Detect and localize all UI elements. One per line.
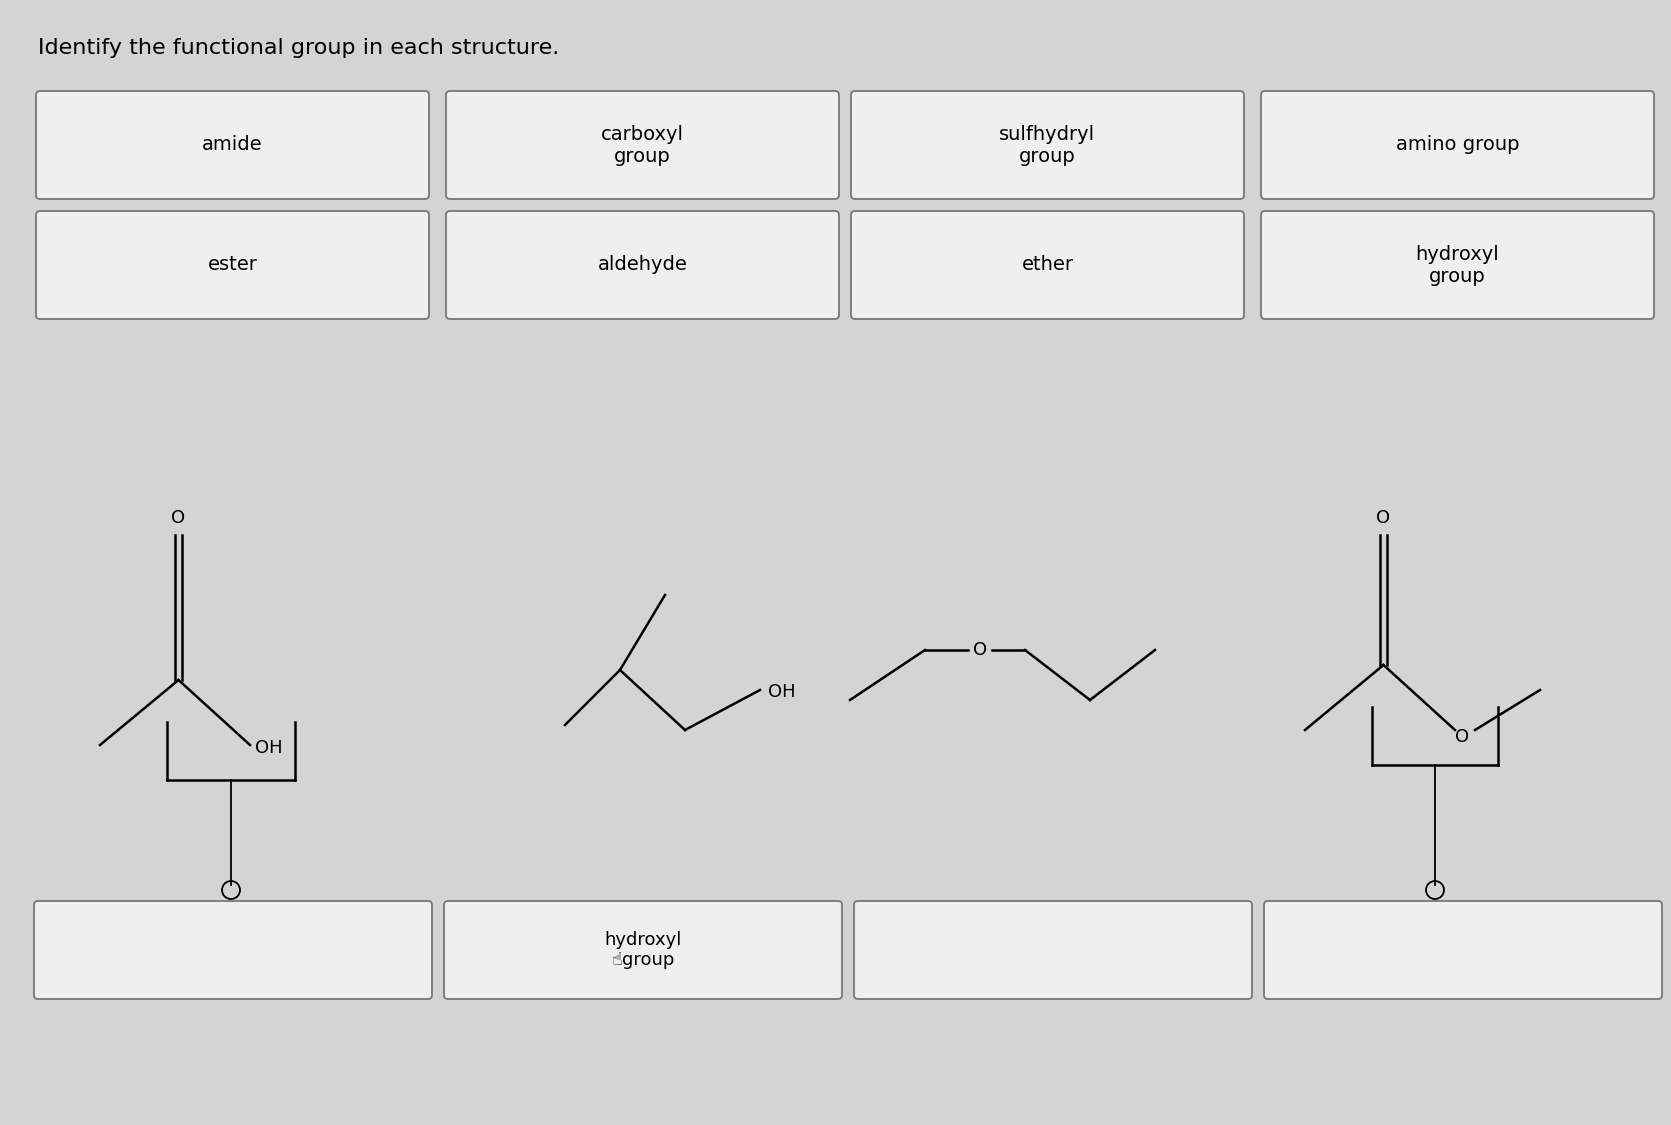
Text: O: O	[973, 641, 988, 659]
Text: OH: OH	[256, 739, 282, 757]
Text: O: O	[1455, 728, 1469, 746]
Text: amide: amide	[202, 135, 262, 154]
FancyBboxPatch shape	[854, 901, 1252, 999]
Text: ester: ester	[207, 255, 257, 274]
FancyBboxPatch shape	[444, 901, 842, 999]
Text: OH: OH	[769, 683, 795, 701]
Text: carboxyl
group: carboxyl group	[602, 125, 683, 165]
FancyBboxPatch shape	[851, 212, 1243, 320]
Text: sulfhydryl
group: sulfhydryl group	[999, 125, 1096, 165]
FancyBboxPatch shape	[37, 212, 429, 320]
FancyBboxPatch shape	[37, 91, 429, 199]
FancyBboxPatch shape	[446, 91, 839, 199]
Text: aldehyde: aldehyde	[598, 255, 687, 274]
Text: O: O	[1377, 508, 1390, 526]
Text: Identify the functional group in each structure.: Identify the functional group in each st…	[38, 38, 560, 58]
Text: O: O	[172, 508, 185, 526]
Text: amino group: amino group	[1395, 135, 1519, 154]
FancyBboxPatch shape	[1262, 212, 1654, 320]
Text: hydroxyl
☝group: hydroxyl ☝group	[605, 930, 682, 970]
FancyBboxPatch shape	[1262, 91, 1654, 199]
Text: hydroxyl
group: hydroxyl group	[1415, 244, 1499, 286]
Text: ether: ether	[1021, 255, 1073, 274]
FancyBboxPatch shape	[1263, 901, 1663, 999]
FancyBboxPatch shape	[446, 212, 839, 320]
FancyBboxPatch shape	[33, 901, 433, 999]
FancyBboxPatch shape	[851, 91, 1243, 199]
